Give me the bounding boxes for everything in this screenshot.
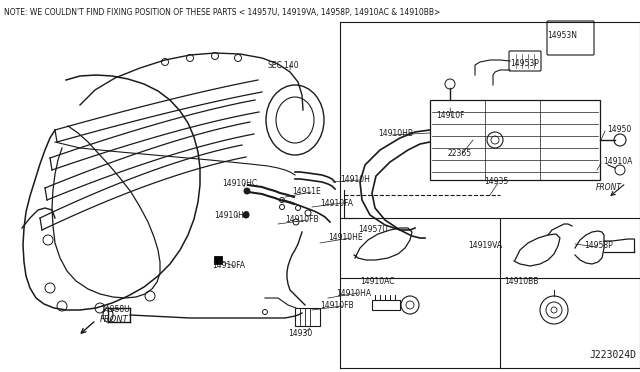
Circle shape (262, 310, 268, 314)
Text: 14919VA: 14919VA (468, 241, 502, 250)
Circle shape (243, 212, 249, 218)
Text: 14910FB: 14910FB (320, 301, 354, 311)
Text: 14910HC: 14910HC (222, 179, 257, 187)
Circle shape (280, 198, 285, 202)
Text: 14950: 14950 (607, 125, 631, 135)
Text: 14935: 14935 (484, 177, 508, 186)
Text: 14910HD: 14910HD (214, 211, 250, 219)
Bar (214, 256, 222, 264)
Text: 14911E: 14911E (292, 187, 321, 196)
Circle shape (296, 205, 301, 211)
Text: 14910FB: 14910FB (285, 215, 319, 224)
Text: 14958U: 14958U (100, 305, 130, 314)
Text: 14953P: 14953P (510, 58, 539, 67)
Text: 14910FA: 14910FA (320, 199, 353, 208)
Text: 14910H: 14910H (340, 176, 370, 185)
Circle shape (280, 205, 285, 209)
Bar (430, 100, 600, 180)
Text: 14910A: 14910A (603, 157, 632, 167)
Bar (372, 300, 400, 310)
Text: 14910HE: 14910HE (328, 234, 363, 243)
Text: 14910F: 14910F (436, 112, 465, 121)
Text: 14910BB: 14910BB (504, 276, 538, 285)
Text: 22365: 22365 (448, 148, 472, 157)
Circle shape (293, 219, 299, 225)
Text: 14910FA: 14910FA (212, 262, 245, 270)
Text: 14953N: 14953N (547, 32, 577, 41)
Text: 14910HB: 14910HB (378, 129, 413, 138)
Text: SEC.140: SEC.140 (268, 61, 300, 70)
Text: 14910AC: 14910AC (360, 276, 394, 285)
Text: J223024D: J223024D (589, 350, 636, 360)
Text: FRONT: FRONT (596, 183, 622, 192)
Circle shape (244, 188, 250, 194)
Text: 14957U: 14957U (358, 225, 388, 234)
Text: 14930: 14930 (288, 328, 312, 337)
Text: NOTE: WE COULDN'T FIND FIXING POSITION OF THESE PARTS < 14957U, 14919VA, 14958P,: NOTE: WE COULDN'T FIND FIXING POSITION O… (4, 8, 440, 17)
Text: 14910HA: 14910HA (336, 289, 371, 298)
Text: 14958P: 14958P (584, 241, 612, 250)
Circle shape (305, 210, 311, 216)
Text: FRONT: FRONT (100, 315, 129, 324)
